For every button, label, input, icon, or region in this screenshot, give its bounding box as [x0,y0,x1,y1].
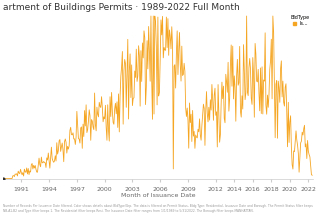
Text: Number of Records Per Issuance Date filtered. Color shows details about BldType/: Number of Records Per Issuance Date filt… [3,204,313,213]
X-axis label: Month of Issuance Date: Month of Issuance Date [121,193,195,198]
Text: artment of Buildings Permits · 1989-2022 Full Month: artment of Buildings Permits · 1989-2022… [3,3,240,12]
Legend: Is...: Is... [291,15,310,27]
